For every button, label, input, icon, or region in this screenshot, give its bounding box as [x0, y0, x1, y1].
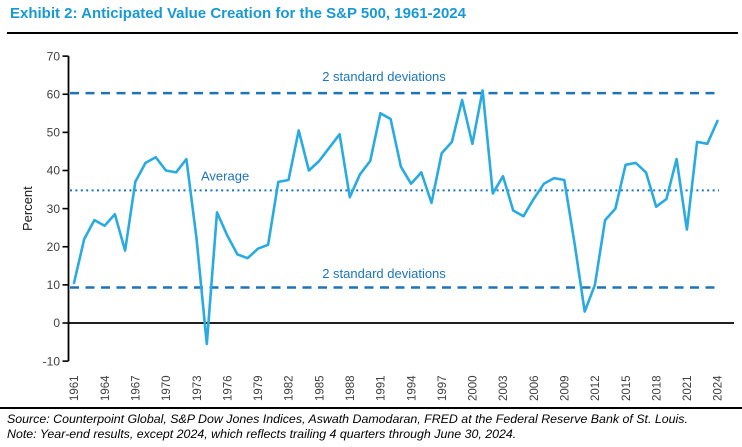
x-tick-label: 2009 — [559, 375, 571, 401]
x-tick-label: 1961 — [69, 375, 81, 401]
x-tick-label: 1994 — [406, 375, 418, 401]
y-tick-label: 70 — [47, 49, 61, 63]
x-tick-label: 1997 — [437, 375, 449, 401]
x-tick-label: 1991 — [376, 375, 388, 401]
footer-divider — [0, 407, 742, 409]
x-tick-label: 2000 — [468, 375, 480, 401]
exhibit-title: Exhibit 2: Anticipated Value Creation fo… — [10, 5, 466, 22]
lower-2sd-label: 2 standard deviations — [322, 266, 446, 281]
title-divider — [7, 32, 738, 34]
y-tick-label: 60 — [47, 87, 61, 101]
x-tick-label: 1976 — [222, 375, 234, 401]
x-tick-label: 1988 — [345, 375, 357, 401]
x-tick-label: 2003 — [498, 375, 510, 401]
value-creation-line — [72, 89, 719, 346]
source-note: Source: Counterpoint Global, S&P Dow Jon… — [7, 412, 688, 426]
value-creation-chart: 2 standard deviations Average 2 standard d… — [20, 49, 734, 401]
x-tick-label: 2018 — [651, 375, 663, 401]
x-tick-label: 2024 — [713, 375, 725, 401]
x-tick-label: 1973 — [192, 375, 204, 401]
y-tick-label: 0 — [53, 316, 60, 330]
x-tick-label: 2012 — [590, 375, 602, 401]
y-tick-label: 20 — [47, 240, 61, 254]
results-note: Note: Year-end results, except 2024, whi… — [7, 427, 517, 441]
x-tick-label: 1964 — [100, 375, 112, 401]
x-tick-label: 1985 — [314, 375, 326, 401]
average-label: Average — [201, 168, 249, 183]
y-axis-title: Percent — [20, 186, 35, 231]
y-tick-label: 40 — [47, 164, 61, 178]
x-tick-label: 2015 — [621, 375, 633, 401]
upper-2sd-label: 2 standard deviations — [322, 69, 446, 84]
y-tick-label: -10 — [43, 354, 61, 368]
y-tick-label: 50 — [47, 126, 61, 140]
x-tick-label: 2006 — [529, 375, 541, 401]
x-tick-label: 1970 — [161, 375, 173, 401]
x-tick-label: 1982 — [284, 375, 296, 401]
x-tick-label: 1979 — [253, 375, 265, 401]
x-tick-label: 1967 — [130, 375, 142, 401]
x-tick-label: 2021 — [682, 375, 694, 401]
y-tick-label: 30 — [47, 202, 61, 216]
y-tick-label: 10 — [47, 278, 61, 292]
chart-area: 2 standard deviations Average 2 standard d… — [0, 34, 742, 408]
